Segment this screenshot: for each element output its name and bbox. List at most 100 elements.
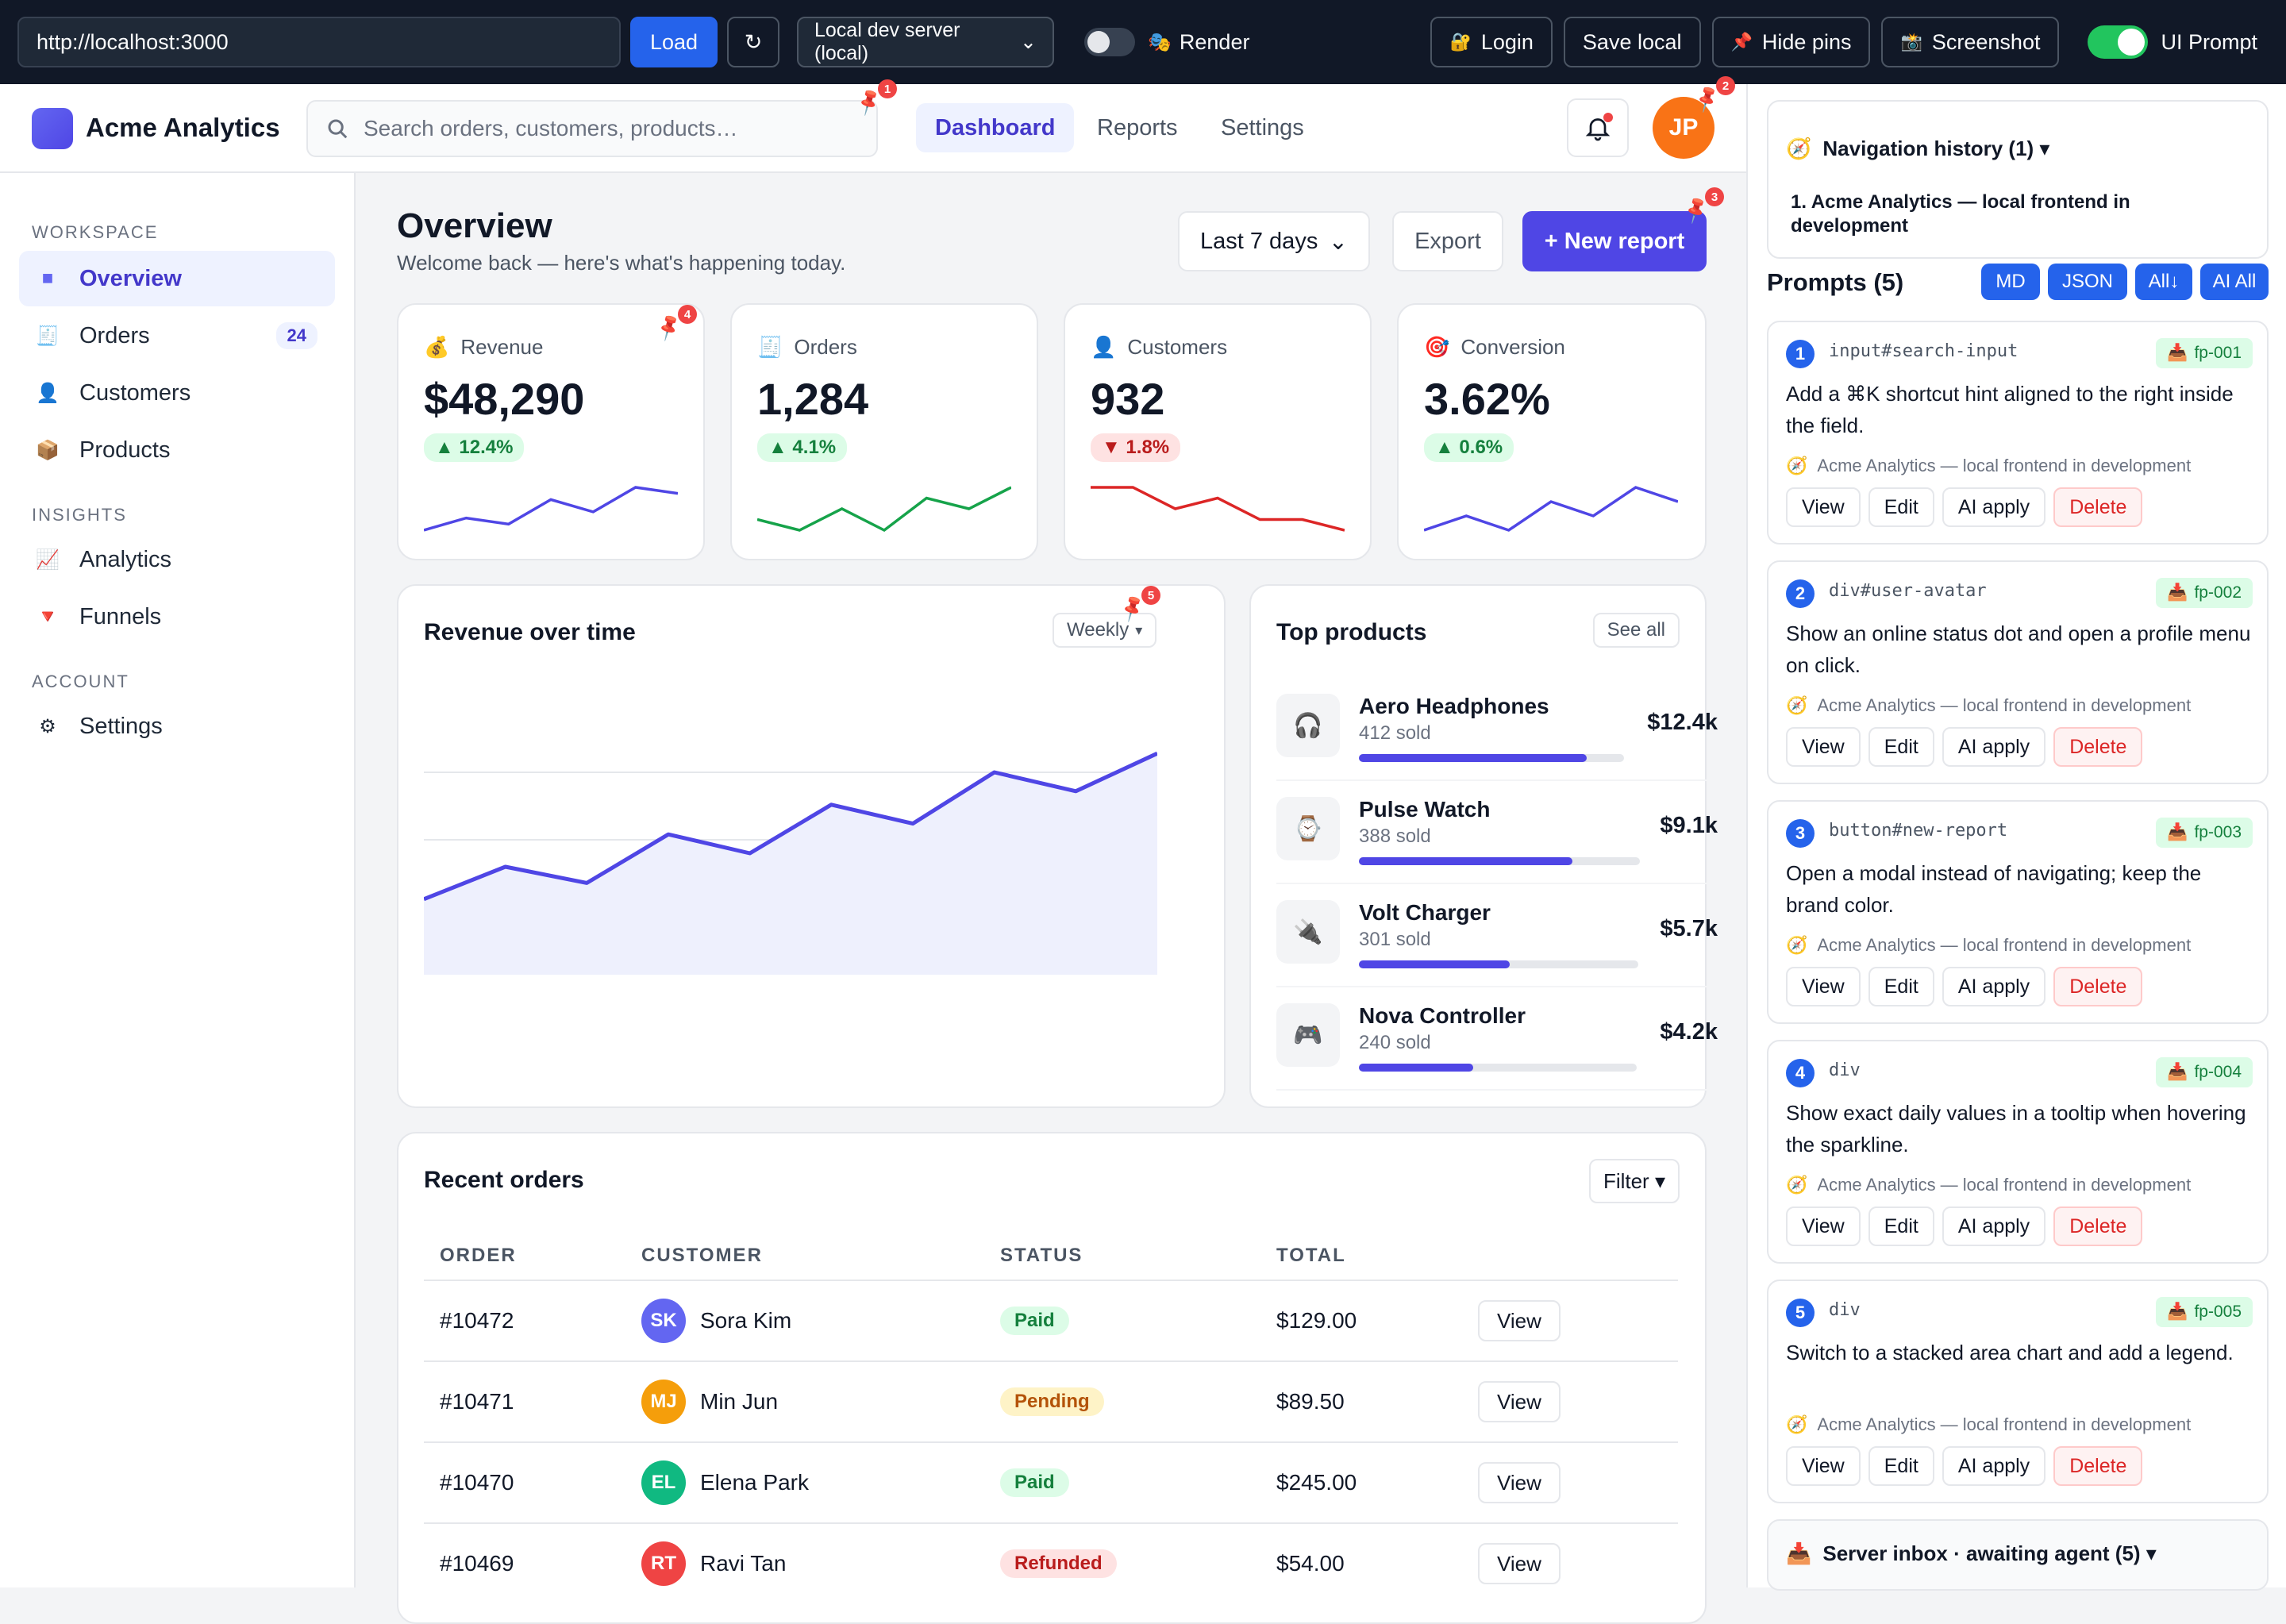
tab-settings[interactable]: Settings: [1202, 103, 1323, 152]
inbox-icon: 📥: [2167, 823, 2188, 842]
prompt-panel: 🧭Navigation history (1) ▾ 1. Acme Analyt…: [1746, 84, 2286, 1587]
prompt-pin[interactable]: 📌1: [857, 79, 897, 111]
navigation-history-item[interactable]: 1. Acme Analytics — local frontend in de…: [1791, 190, 2235, 238]
save-local-button[interactable]: Save local: [1564, 17, 1701, 67]
screenshot-button[interactable]: 📸Screenshot: [1881, 17, 2059, 67]
delete-prompt-button[interactable]: Delete: [2053, 1446, 2142, 1486]
product-share-fill: [1359, 1064, 1473, 1072]
prompt-number: 2: [1786, 579, 1815, 608]
server-inbox[interactable]: 📥Server inbox · awaiting agent (5) ▾: [1767, 1519, 2269, 1591]
view-prompt-button[interactable]: View: [1786, 1446, 1861, 1486]
inbox-icon: 📥: [1786, 1541, 1811, 1566]
prompt-id-tag: 📥fp-001: [2156, 338, 2253, 368]
ai-apply-button[interactable]: AI apply: [1942, 727, 2045, 767]
url-input[interactable]: http://localhost:3000: [17, 17, 621, 67]
prompt-pin[interactable]: 📌2: [1695, 76, 1735, 108]
view-prompt-button[interactable]: View: [1786, 727, 1861, 767]
prompt-text: Open a modal instead of navigating; keep…: [1786, 857, 2254, 921]
see-all-button[interactable]: See all: [1593, 613, 1680, 648]
view-order-button[interactable]: View: [1478, 1300, 1561, 1341]
hide-pins-button[interactable]: 📌Hide pins: [1712, 17, 1871, 67]
export-json-button[interactable]: JSON: [2048, 264, 2127, 300]
prompt-pin[interactable]: 📌3: [1684, 187, 1724, 219]
delete-prompt-button[interactable]: Delete: [2053, 1206, 2142, 1246]
tab-dashboard[interactable]: Dashboard: [916, 103, 1074, 152]
sidebar-item-analytics[interactable]: 📈Analytics: [19, 532, 335, 587]
tab-reports[interactable]: Reports: [1078, 103, 1197, 152]
sidebar-item-funnels[interactable]: 🔻Funnels: [19, 589, 335, 645]
view-prompt-button[interactable]: View: [1786, 1206, 1861, 1246]
compass-icon: 🧭: [1786, 1175, 1807, 1195]
export-button[interactable]: Export: [1392, 211, 1503, 271]
customer-name: Min Jun: [700, 1389, 778, 1414]
refresh-button[interactable]: ↻: [727, 17, 779, 67]
revenue-area-chart[interactable]: [424, 705, 1157, 975]
render-toggle[interactable]: [1084, 28, 1135, 56]
sparkline[interactable]: [424, 481, 678, 537]
status-cell: Paid: [1000, 1281, 1069, 1360]
prompt-pin[interactable]: 📌4: [657, 305, 697, 337]
period-select[interactable]: Weekly▾: [1053, 613, 1156, 648]
view-order-button[interactable]: View: [1478, 1462, 1561, 1503]
prompt-text: Add a ⌘K shortcut hint aligned to the ri…: [1786, 378, 2254, 441]
prompt-pin[interactable]: 📌5: [1121, 586, 1160, 618]
sidebar-item-products[interactable]: 📦Products: [19, 422, 335, 478]
sparkline[interactable]: [1091, 481, 1345, 537]
server-select[interactable]: Local dev server (local)⌄: [797, 17, 1054, 67]
customer-avatar: SK: [641, 1299, 686, 1343]
view-prompt-button[interactable]: View: [1786, 487, 1861, 527]
customer-avatar: RT: [641, 1541, 686, 1586]
view-order-button[interactable]: View: [1478, 1543, 1561, 1584]
sparkline-series: [1091, 487, 1345, 530]
chevron-down-icon: ⌄: [1329, 228, 1348, 256]
date-range-select[interactable]: Last 7 days⌄: [1178, 211, 1370, 271]
app-header: Acme Analytics Search orders, customers,…: [0, 84, 1746, 173]
notifications-button[interactable]: [1567, 98, 1629, 157]
edit-prompt-button[interactable]: Edit: [1868, 1206, 1934, 1246]
filter-button[interactable]: Filter ▾: [1589, 1159, 1680, 1203]
sidebar-item-customers[interactable]: 👤Customers: [19, 365, 335, 421]
product-share-fill: [1359, 857, 1572, 865]
view-order-button[interactable]: View: [1478, 1381, 1561, 1422]
search-input[interactable]: Search orders, customers, products…: [306, 100, 878, 157]
sparkline[interactable]: [757, 481, 1011, 537]
product-thumbnail-icon: ⌚: [1276, 797, 1340, 860]
export-md-button[interactable]: MD: [1981, 264, 2040, 300]
login-button[interactable]: 🔐Login: [1430, 17, 1552, 67]
ai-all-button[interactable]: AI All: [2200, 264, 2269, 300]
receipt-icon: 🧾: [37, 325, 59, 347]
edit-prompt-button[interactable]: Edit: [1868, 727, 1934, 767]
download-all-button[interactable]: All↓: [2135, 264, 2192, 300]
sparkline[interactable]: [1424, 481, 1678, 537]
ai-apply-button[interactable]: AI apply: [1942, 487, 2045, 527]
edit-prompt-button[interactable]: Edit: [1868, 487, 1934, 527]
edit-prompt-button[interactable]: Edit: [1868, 1446, 1934, 1486]
new-report-button[interactable]: + New report: [1522, 211, 1707, 271]
load-button[interactable]: Load: [630, 17, 718, 67]
edit-prompt-button[interactable]: Edit: [1868, 967, 1934, 1006]
sidebar-item-overview[interactable]: ■Overview: [19, 251, 335, 306]
delete-prompt-button[interactable]: Delete: [2053, 967, 2142, 1006]
delete-prompt-button[interactable]: Delete: [2053, 487, 2142, 527]
kpi-value: 3.62%: [1424, 373, 1550, 425]
revenue-chart-card: Revenue over time Weekly▾ 📌5: [397, 584, 1226, 1108]
funnel-icon: 🔻: [37, 606, 59, 628]
kpi-card-orders: 🧾Orders 1,284 ▲ 4.1%: [730, 303, 1038, 560]
ai-apply-button[interactable]: AI apply: [1942, 1206, 2045, 1246]
delete-prompt-button[interactable]: Delete: [2053, 727, 2142, 767]
orders-count-badge: 24: [276, 322, 318, 349]
ui-prompt-toggle[interactable]: [2088, 25, 2148, 59]
ai-apply-button[interactable]: AI apply: [1942, 1446, 2045, 1486]
view-prompt-button[interactable]: View: [1786, 967, 1861, 1006]
sidebar-item-settings[interactable]: ⚙Settings: [19, 698, 335, 754]
ai-apply-button[interactable]: AI apply: [1942, 967, 2045, 1006]
navigation-history[interactable]: 🧭Navigation history (1) ▾ 1. Acme Analyt…: [1767, 100, 2269, 259]
